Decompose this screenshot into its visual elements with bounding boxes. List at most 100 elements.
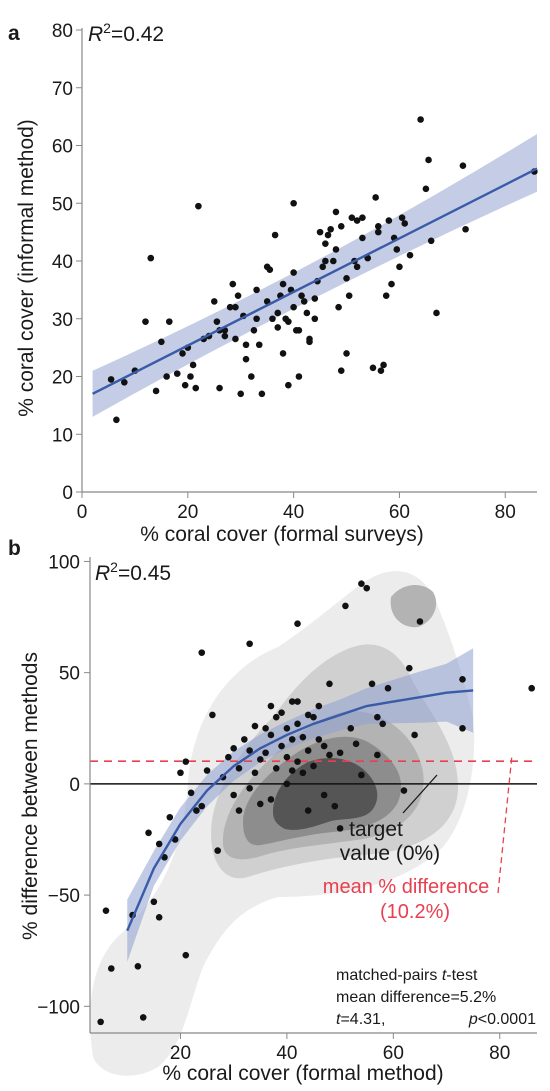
panel-b-point bbox=[267, 796, 275, 803]
panel-a-point bbox=[237, 390, 245, 398]
panel-a-point bbox=[121, 378, 128, 386]
panel-b-x-tick-label: 60 bbox=[383, 1043, 404, 1064]
panel-b-point bbox=[139, 1014, 147, 1021]
panel-a-point bbox=[290, 303, 297, 311]
panel-a-point bbox=[337, 223, 345, 230]
panel-a-point bbox=[345, 292, 353, 299]
panel-a-point bbox=[372, 194, 379, 201]
panel-a-point bbox=[462, 225, 469, 233]
panel-b-point bbox=[405, 664, 413, 672]
panel-b-point bbox=[225, 753, 232, 761]
panel-a-point bbox=[359, 234, 366, 242]
panel-a-point bbox=[337, 367, 345, 375]
panel-b: b −100 −50 0 50 100 20 40 60 80 R2=0.45 target v… bbox=[8, 537, 537, 1085]
panel-a-point bbox=[253, 286, 260, 294]
panel-b-point bbox=[320, 791, 328, 799]
panel-a-point bbox=[242, 341, 250, 349]
panel-b-point bbox=[155, 840, 163, 848]
panel-a-point bbox=[269, 315, 276, 323]
panel-b-point bbox=[315, 736, 323, 743]
stats-line3-p: p<0.0001 bbox=[468, 1011, 536, 1028]
panel-a-confidence-band bbox=[92, 133, 538, 417]
panel-b-point bbox=[203, 767, 211, 774]
panel-a: a 0 10 20 30 40 50 60 70 80 0 20 40 60 80 R2=0.42 % c… bbox=[8, 20, 538, 546]
panel-a-point bbox=[221, 332, 229, 340]
panel-a-point bbox=[234, 292, 242, 299]
panel-a-point bbox=[181, 381, 189, 389]
panel-b-point bbox=[214, 847, 222, 854]
panel-b-point bbox=[299, 733, 307, 741]
panel-b-point bbox=[267, 702, 275, 710]
panel-b-point bbox=[102, 907, 110, 914]
panel-a-x-tick-label: 80 bbox=[495, 502, 516, 523]
panel-b-point bbox=[326, 680, 333, 688]
panel-a-point bbox=[274, 324, 282, 331]
panel-b-point bbox=[374, 713, 381, 721]
panel-a-point bbox=[300, 298, 308, 305]
panel-a-point bbox=[324, 231, 332, 239]
panel-b-point bbox=[97, 1018, 104, 1026]
panel-a-x-tick-label: 60 bbox=[389, 502, 410, 523]
panel-a-point bbox=[425, 156, 432, 164]
panel-b-point bbox=[416, 618, 424, 625]
panel-b-point bbox=[358, 580, 365, 587]
panel-b-point bbox=[283, 780, 291, 788]
panel-a-point bbox=[279, 280, 287, 288]
panel-b-point bbox=[283, 753, 291, 761]
panel-b-point bbox=[384, 684, 392, 692]
target-callout-leader bbox=[402, 774, 438, 814]
panel-a-point bbox=[385, 217, 393, 224]
panel-b-point bbox=[182, 951, 190, 959]
panel-b-point bbox=[267, 731, 275, 739]
panel-a-r2: R2=0.42 bbox=[88, 20, 164, 46]
panel-b-point bbox=[278, 709, 285, 717]
panel-b-point bbox=[363, 584, 371, 592]
panel-b-point bbox=[193, 807, 200, 814]
panel-a-point bbox=[319, 263, 327, 271]
panel-a-point bbox=[216, 384, 223, 392]
panel-b-y-axis-title: % difference between methods bbox=[19, 652, 42, 940]
panel-a-point bbox=[187, 373, 194, 380]
panel-a-x-axis-title: % coral cover (formal surveys) bbox=[140, 523, 424, 546]
panel-a-point bbox=[258, 390, 266, 398]
panel-a-point bbox=[335, 303, 342, 311]
panel-a-y-tick-label: 10 bbox=[52, 425, 73, 446]
panel-a-point bbox=[327, 225, 334, 233]
panel-a-point bbox=[192, 384, 200, 392]
density-peak-right bbox=[390, 585, 437, 628]
panel-b-point bbox=[107, 965, 115, 972]
mean-label-line2: (10.2%) bbox=[380, 901, 450, 923]
panel-b-point bbox=[241, 736, 248, 743]
panel-b-x-tick-label: 40 bbox=[276, 1043, 297, 1064]
panel-a-point bbox=[422, 185, 430, 193]
panel-a-point bbox=[401, 220, 409, 227]
panel-a-point bbox=[380, 361, 387, 369]
panel-a-point bbox=[113, 416, 120, 424]
panel-a-x-tick-label: 0 bbox=[77, 502, 88, 523]
panel-a-y-tick-label: 60 bbox=[52, 137, 73, 158]
panel-b-point bbox=[368, 680, 376, 688]
panel-a-point bbox=[285, 318, 292, 325]
panel-b-point bbox=[235, 807, 243, 814]
panel-a-point bbox=[250, 327, 258, 334]
panel-b-point bbox=[251, 769, 259, 777]
panel-a-point bbox=[253, 315, 260, 323]
panel-b-point bbox=[358, 771, 365, 779]
panel-b-point bbox=[288, 736, 296, 743]
panel-a-point bbox=[290, 269, 297, 276]
panel-b-axes: −100 −50 0 50 100 20 40 60 80 bbox=[37, 552, 537, 1064]
panel-a-point bbox=[232, 335, 239, 343]
panel-a-point bbox=[377, 367, 385, 375]
panel-b-point bbox=[459, 676, 466, 683]
panel-a-point bbox=[298, 292, 305, 299]
panel-a-point bbox=[427, 237, 435, 245]
panel-b-point bbox=[288, 698, 296, 705]
panel-a-point bbox=[433, 309, 440, 317]
panel-b-point bbox=[251, 722, 259, 730]
panel-b-point bbox=[336, 749, 344, 757]
panel-b-point bbox=[246, 640, 253, 648]
panel-b-point bbox=[294, 720, 301, 728]
panel-a-y-tick-label: 50 bbox=[52, 194, 73, 215]
panel-a-y-tick-label: 40 bbox=[52, 252, 73, 273]
panel-a-point bbox=[163, 373, 170, 380]
